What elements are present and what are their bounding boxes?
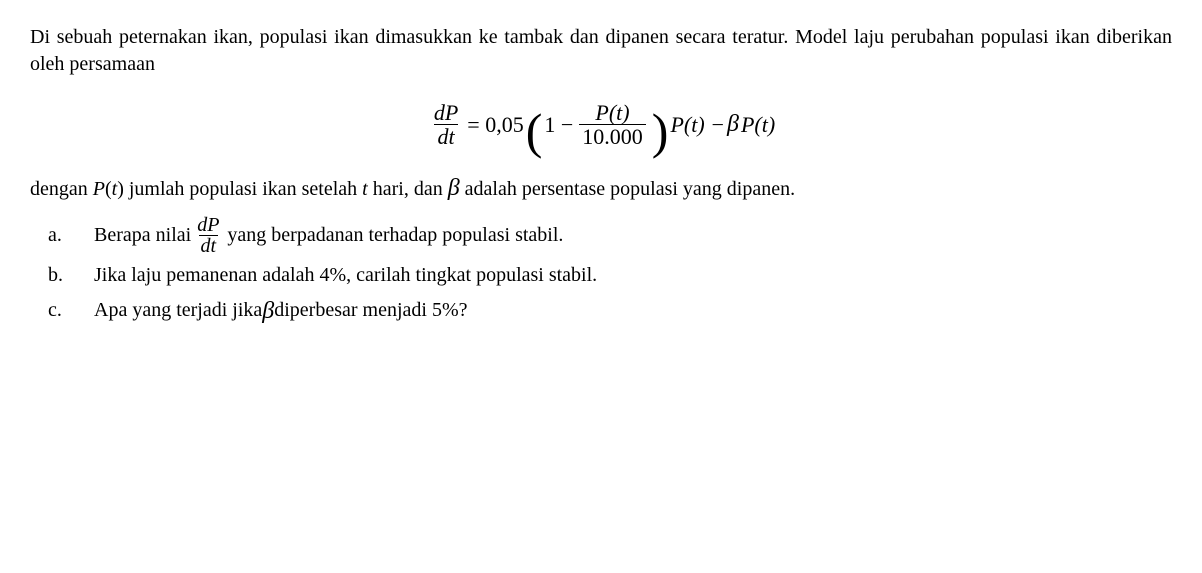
item-b-text: Jika laju pemanenan adalah 4%, carilah t… bbox=[94, 262, 597, 289]
def-text-4: adalah persentase populasi yang dipanen. bbox=[460, 178, 795, 200]
item-a: a. Berapa nilai dP dt yang berpadanan te… bbox=[30, 215, 1172, 256]
item-c-letter: c. bbox=[30, 297, 94, 324]
def-P: P bbox=[93, 178, 105, 200]
question-list: a. Berapa nilai dP dt yang berpadanan te… bbox=[30, 215, 1172, 327]
lhs-num: dP bbox=[431, 101, 461, 124]
def-text-2: ) jumlah populasi ikan setelah bbox=[117, 178, 362, 200]
inner-fraction: P(t) 10.000 bbox=[579, 101, 646, 148]
item-b: b. Jika laju pemanenan adalah 4%, carila… bbox=[30, 262, 1172, 289]
def-lp: ( bbox=[105, 178, 112, 200]
item-a-text-2: yang berpadanan terhadap populasi stabil… bbox=[227, 222, 563, 249]
item-a-letter: a. bbox=[30, 222, 94, 249]
p-of-t-1: P(t) − bbox=[670, 110, 725, 140]
item-a-fraction: dP dt bbox=[195, 215, 221, 256]
item-c-text-2: diperbesar menjadi 5%? bbox=[274, 297, 467, 324]
lhs-den: dt bbox=[434, 124, 457, 148]
def-text-3: hari, dan bbox=[368, 178, 448, 200]
intro-paragraph: Di sebuah peternakan ikan, populasi ikan… bbox=[30, 24, 1172, 78]
beta-symbol-c: β bbox=[262, 295, 274, 327]
one-minus: 1 − bbox=[544, 110, 573, 140]
item-c: c. Apa yang terjadi jika β diperbesar me… bbox=[30, 295, 1172, 327]
item-c-text-1: Apa yang terjadi jika bbox=[94, 297, 262, 324]
equals-coef: = 0,05 bbox=[467, 110, 523, 140]
p-of-t-2: P(t) bbox=[741, 110, 775, 140]
beta-symbol-def: β bbox=[448, 175, 460, 201]
item-a-frac-num: dP bbox=[195, 215, 221, 235]
item-a-frac-den: dt bbox=[199, 235, 219, 256]
item-b-letter: b. bbox=[30, 262, 94, 289]
inner-num: P(t) bbox=[592, 101, 632, 124]
def-text-1: dengan bbox=[30, 178, 93, 200]
lhs-fraction: dP dt bbox=[431, 101, 461, 148]
equation-block: dP dt = 0,05 ( 1 − P(t) 10.000 ) P(t) − … bbox=[30, 98, 1172, 148]
beta-symbol-eq: β bbox=[727, 108, 739, 140]
inner-den: 10.000 bbox=[579, 124, 646, 148]
definition-paragraph: dengan P(t) jumlah populasi ikan setelah… bbox=[30, 172, 1172, 204]
item-a-text-1: Berapa nilai bbox=[94, 222, 191, 249]
